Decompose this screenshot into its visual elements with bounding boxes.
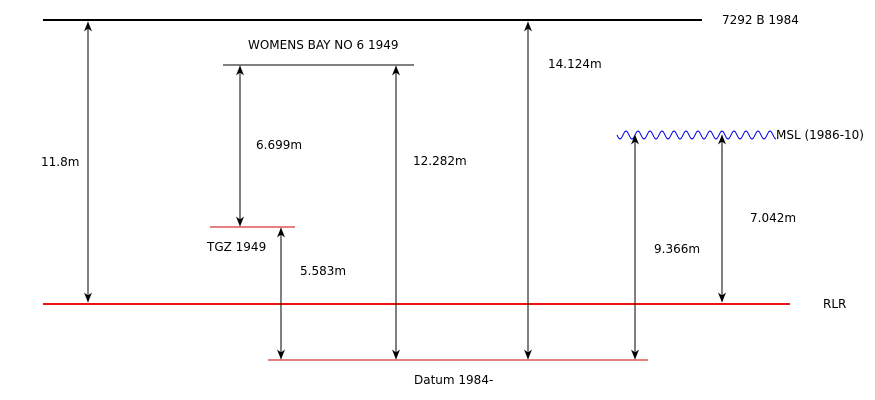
measure-benchmark-rlr: 11.8m xyxy=(41,155,79,169)
benchmark-label: 7292 B 1984 xyxy=(722,13,799,27)
measure-msl-rlr: 7.042m xyxy=(750,211,796,225)
tgz-label: TGZ 1949 xyxy=(206,240,266,254)
msl-label: MSL (1986-10) xyxy=(776,128,864,142)
measure-benchmark-datum: 14.124m xyxy=(548,57,602,71)
measure-womens-bay-datum: 12.282m xyxy=(413,154,467,168)
rlr-label: RLR xyxy=(823,297,846,311)
measure-womens-bay-tgz: 6.699m xyxy=(256,138,302,152)
measure-msl-datum: 9.366m xyxy=(654,242,700,256)
womens-bay-label: WOMENS BAY NO 6 1949 xyxy=(248,38,399,52)
msl-wave xyxy=(616,130,777,140)
datum-label: Datum 1984- xyxy=(414,373,493,387)
measure-tgz-datum: 5.583m xyxy=(300,264,346,278)
